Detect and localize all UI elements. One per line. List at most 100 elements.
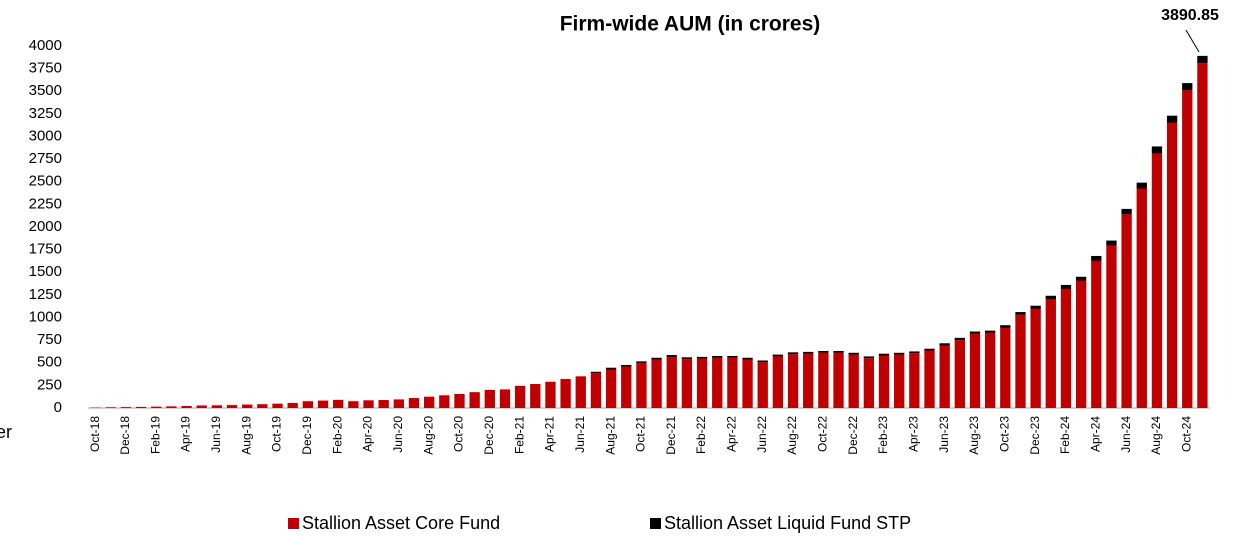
bar-segment [1182,83,1193,91]
bar-segment [984,332,996,408]
bar-segment [939,343,950,346]
x-tick-label: Feb-24 [1058,416,1072,454]
bar-segment [924,348,935,351]
bar-segment [712,357,723,408]
bar-segment [530,384,541,408]
bar-segment [378,400,389,408]
bar-segment [818,352,829,408]
bar-segment [651,357,662,360]
bar-segment [878,355,890,408]
y-tick-label: 2750 [29,150,62,167]
bar-segment [363,400,374,408]
bar-segment [590,373,602,408]
bar-segment [181,406,192,408]
y-tick-label: 750 [37,331,62,348]
x-tick-label: Oct-21 [634,416,648,452]
x-tick-label: Oct-20 [452,416,466,452]
bar-segment [742,357,753,360]
bar-segment [969,331,981,334]
chart-title: Firm-wide AUM (in crores) [560,13,821,36]
bar-segment [803,353,814,408]
legend-swatch [288,518,299,529]
y-tick-label: 2000 [29,218,62,235]
bar-segment [287,403,298,408]
bar-segment [1060,284,1072,289]
x-tick-label: Dec-19 [300,416,314,455]
x-tick-label: Feb-22 [694,416,708,454]
bar-segment [393,399,404,408]
x-tick-label: Jun-23 [937,416,951,453]
y-tick-label: 250 [37,376,62,393]
bar-segment [742,359,753,408]
y-tick-label: 2500 [29,173,62,190]
bar-segment [818,350,829,353]
bar-segment [909,353,920,408]
bar-segment [514,385,526,408]
y-tick-label: 500 [37,354,62,371]
bar-segment [1151,146,1163,154]
bar-segment [499,389,511,408]
bar-segment [757,362,768,408]
bar-segment [621,366,632,408]
bar-segment [439,395,450,408]
bar-segment [894,352,905,355]
bar-segment [803,351,814,354]
bar-segment [560,379,571,408]
bar-segment [242,404,253,408]
bar-segment [1151,153,1163,408]
bar-segment [1166,115,1178,123]
bar-segment [1075,280,1087,408]
x-tick-label: Feb-23 [876,416,890,454]
bar-segment [423,396,435,408]
x-tick-label: Oct-19 [270,416,284,452]
bar-segment [211,405,223,408]
y-tick-label: 2250 [29,195,62,212]
x-tick-label: Apr-21 [543,416,557,452]
x-tick-label: Jun-22 [755,416,769,453]
x-tick-label: Aug-20 [421,416,435,455]
x-tick-label: Dec-23 [1028,416,1042,455]
x-tick-label: Jun-21 [573,416,587,453]
bar-segment [651,359,662,408]
x-tick-label: Oct-22 [816,416,830,452]
bar-segment [833,352,844,408]
x-tick-label: Aug-19 [239,416,253,455]
bar-segment [863,356,875,359]
bar-segment [666,355,677,358]
bar-segment [712,355,723,358]
bar-segment [1197,55,1208,64]
bar-segment [909,351,920,354]
bar-segment [317,400,329,408]
bar-segment [636,363,647,408]
bar-segment [1106,245,1117,408]
x-tick-label: Jun-24 [1119,416,1133,453]
x-tick-label: Oct-18 [88,416,102,452]
bar-segment [848,352,859,355]
bar-segment [151,406,162,408]
x-tick-label: Apr-23 [907,416,921,452]
bar-segment [863,358,875,408]
x-tick-label: Feb-19 [148,416,162,454]
bar-segment [1166,122,1178,409]
bar-segment [772,354,784,357]
cropped-text: er [0,422,12,442]
bar-segment [469,392,480,408]
bar-segment [984,330,996,333]
x-tick-label: Aug-22 [785,416,799,455]
bar-segment [302,401,314,408]
bar-segment [757,360,768,363]
bar-segment [681,357,693,360]
bar-segment [954,337,965,341]
bar-segment [1136,188,1147,408]
bar-segment [894,354,905,408]
bar-segment [105,407,116,408]
y-tick-label: 3500 [29,82,62,99]
bar-segment [969,333,981,408]
y-tick-label: 3750 [29,60,62,77]
bar-segment [666,357,677,408]
bar-segment [1000,325,1011,328]
x-tick-label: Apr-19 [179,416,193,452]
bar-segment [878,353,890,356]
bar-segment [954,340,965,408]
y-tick-label: 3000 [29,127,62,144]
